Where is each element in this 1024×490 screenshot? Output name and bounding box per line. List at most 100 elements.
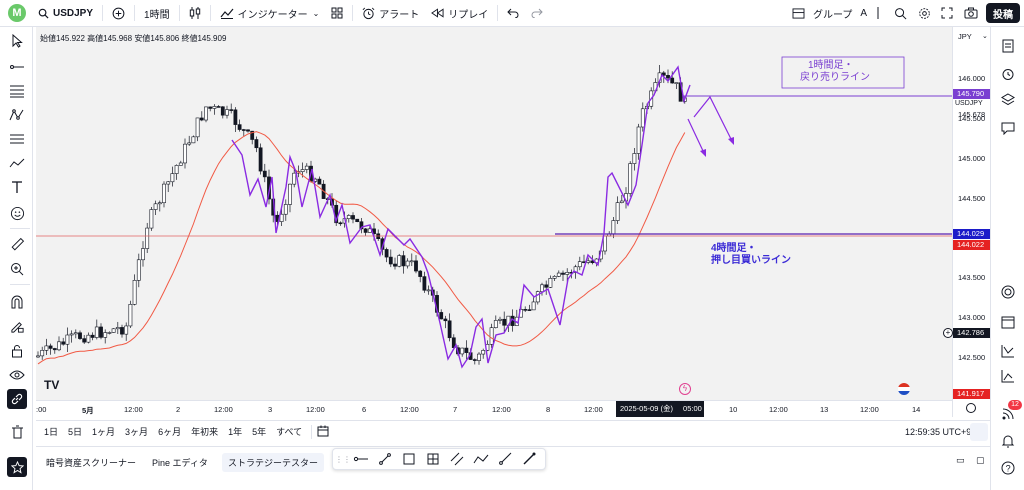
currency-label[interactable]: JPY: [958, 32, 972, 41]
stream-button[interactable]: [999, 367, 1017, 385]
channel-tool[interactable]: [445, 449, 469, 469]
range-5y[interactable]: 5年: [252, 427, 267, 437]
trend-line-button[interactable]: [373, 449, 397, 469]
price-chart[interactable]: TV: [36, 27, 952, 400]
hotlist-button[interactable]: [999, 283, 1017, 301]
interval-button[interactable]: 1時間: [138, 0, 176, 27]
chats-button[interactable]: [999, 119, 1017, 137]
favorites-tool[interactable]: [7, 457, 27, 477]
object-tree-button[interactable]: [999, 91, 1017, 109]
alarm-icon: [1002, 69, 1014, 80]
fib-tool[interactable]: [8, 82, 26, 100]
redo-button[interactable]: [525, 0, 549, 27]
maximize-panel-icon[interactable]: ▢: [976, 455, 985, 465]
chart-pane[interactable]: TV 始値145.922 高値145.968 安値145.806 終値145.9…: [36, 27, 952, 417]
candle-body: [388, 256, 393, 265]
snapshot-button[interactable]: [958, 0, 984, 27]
range-all[interactable]: すべて: [276, 427, 303, 437]
time-label: 2: [176, 405, 181, 414]
projection-tool[interactable]: [8, 130, 26, 148]
compare-button[interactable]: [106, 0, 131, 27]
user-avatar[interactable]: M: [8, 4, 26, 22]
fullscreen-toggle[interactable]: [868, 0, 888, 27]
group-button[interactable]: グループ A: [786, 0, 873, 27]
text-tool[interactable]: [8, 178, 26, 196]
alerts-panel-button[interactable]: [999, 65, 1017, 83]
calendar-button[interactable]: [999, 313, 1017, 331]
visibility-tool[interactable]: [8, 366, 26, 384]
sell-note-box[interactable]: [781, 56, 905, 89]
trash-tool[interactable]: [8, 423, 26, 441]
collapse-button[interactable]: [970, 422, 988, 441]
watchlist-button[interactable]: [999, 37, 1017, 55]
path-tool[interactable]: [469, 449, 493, 469]
link-tool[interactable]: [7, 389, 27, 409]
rectangle-tool[interactable]: [397, 449, 421, 469]
drag-handle[interactable]: ⋮⋮: [335, 454, 351, 464]
minimize-panel-icon[interactable]: ▭: [956, 455, 965, 465]
help-button[interactable]: ?: [999, 459, 1017, 477]
range-1d[interactable]: 1日: [44, 427, 59, 437]
forecast-tool[interactable]: [8, 154, 26, 172]
replay-button[interactable]: リプレイ: [425, 0, 494, 27]
clock[interactable]: 12:59:35 UTC+9: [905, 426, 972, 437]
undo-button[interactable]: [501, 0, 525, 27]
pattern-tool[interactable]: [8, 106, 26, 124]
range-1m[interactable]: 1ヶ月: [92, 427, 116, 437]
ray-tool[interactable]: [493, 449, 517, 469]
add-plus-icon[interactable]: +: [943, 328, 953, 338]
us-flag-icon[interactable]: [898, 383, 910, 395]
layers-icon: [1001, 93, 1015, 106]
time-axis[interactable]: :00 5月 12:00 2 12:00 3 12:00 6 12:00 7 1…: [36, 400, 952, 417]
svg-text:?: ?: [1006, 464, 1011, 474]
tab-strategy-tester[interactable]: ストラテジーテスター: [222, 453, 325, 472]
tab-crypto-screener[interactable]: 暗号資産スクリーナー: [46, 458, 137, 468]
range-1y[interactable]: 1年: [228, 427, 243, 437]
cross-rectangle-tool[interactable]: [421, 449, 445, 469]
range-6m[interactable]: 6ヶ月: [158, 427, 182, 437]
goto-date-button[interactable]: [311, 424, 334, 439]
horizontal-ray-tool[interactable]: [349, 449, 373, 469]
notifications-button[interactable]: [999, 432, 1017, 450]
settings-button[interactable]: [912, 0, 937, 27]
magnet-tool[interactable]: [8, 293, 26, 311]
ruler-tool[interactable]: [8, 235, 26, 253]
news-feed-button[interactable]: [999, 405, 1017, 423]
axis-settings-icon[interactable]: [966, 403, 976, 413]
tab-pine-editor[interactable]: Pine エディタ: [152, 458, 208, 468]
quick-search-button[interactable]: [888, 0, 913, 27]
lock-tool[interactable]: [8, 342, 26, 360]
cursor-tool[interactable]: [8, 32, 26, 50]
time-label: 12:00: [306, 405, 325, 414]
candle-body: [556, 272, 561, 277]
drawing-mode-tool[interactable]: [8, 317, 26, 335]
brush-tool[interactable]: [517, 449, 541, 469]
candle-body: [216, 106, 221, 108]
range-ytd[interactable]: 年初来: [191, 427, 219, 437]
time-label: 12:00: [124, 405, 143, 414]
zoom-tool[interactable]: [8, 260, 26, 278]
forecast-arrow-1[interactable]: [687, 118, 705, 154]
price-axis[interactable]: JPY ⌄ 146.000 145.500 145.000 144.500 14…: [943, 27, 991, 417]
trend-drawing[interactable]: [231, 65, 691, 369]
icon-tool[interactable]: [8, 204, 26, 222]
candle-body: [502, 318, 507, 326]
candle-body: [48, 345, 53, 349]
indicators-button[interactable]: インジケーター ⌄: [214, 0, 326, 27]
candle-body: [493, 320, 498, 329]
publish-button[interactable]: 投稿: [986, 3, 1020, 23]
alert-button[interactable]: アラート: [356, 0, 425, 27]
trend-line-tool[interactable]: [8, 58, 26, 76]
lock-icon: [12, 345, 22, 358]
forecast-arrow-2[interactable]: [693, 95, 733, 142]
candle-body: [233, 109, 238, 125]
event-lightning-icon[interactable]: ϟ: [679, 383, 691, 395]
ideas-button[interactable]: [999, 342, 1017, 360]
chart-type-button[interactable]: [183, 0, 207, 27]
range-5d[interactable]: 5日: [68, 427, 83, 437]
range-3m[interactable]: 3ヶ月: [125, 427, 149, 437]
group-label: グループ: [813, 9, 853, 21]
layouts-button[interactable]: [325, 0, 349, 27]
fullscreen-button[interactable]: [935, 0, 959, 27]
symbol-search-button[interactable]: USDJPY: [32, 0, 99, 27]
